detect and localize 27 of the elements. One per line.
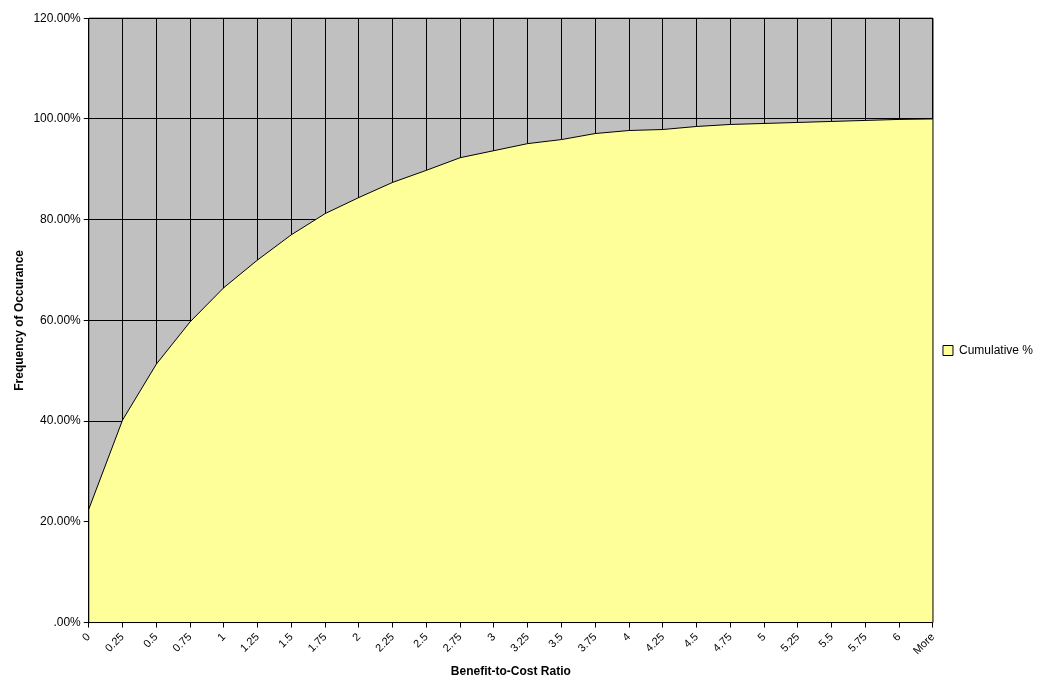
x-tick-label: 3.5 xyxy=(545,630,566,650)
x-tick-label: 1 xyxy=(214,630,228,644)
x-tick-label: 4 xyxy=(619,630,633,644)
x-tick-label: 0 xyxy=(79,630,93,644)
x-axis-title: Benefit-to-Cost Ratio xyxy=(450,664,571,679)
y-axis-title: Frequency of Occurance xyxy=(11,249,26,391)
x-tick-label: 2 xyxy=(349,630,363,644)
x-tick-label: 0.25 xyxy=(102,630,127,654)
x-tick-label: 4.5 xyxy=(680,630,701,650)
x-tick-label: 5 xyxy=(754,630,768,644)
y-tick-label: 120.00% xyxy=(33,10,82,25)
y-tick-label: 40.00% xyxy=(40,413,82,428)
x-tick-label: 5.5 xyxy=(815,630,836,650)
x-tick-label: 1.5 xyxy=(275,630,295,650)
x-tick-label: 6 xyxy=(889,630,903,644)
y-tick-label: 20.00% xyxy=(40,514,82,529)
y-tick-label: 100.00% xyxy=(33,111,82,126)
legend-label: Cumulative % xyxy=(958,342,1034,357)
x-tick-label: 4.25 xyxy=(642,630,667,654)
y-tick-label: .00% xyxy=(53,614,82,629)
x-tick-label: 4.75 xyxy=(710,630,734,654)
x-tick-label: 0.5 xyxy=(140,630,160,650)
y-tick-label: 80.00% xyxy=(40,211,82,226)
x-tick-label: 3 xyxy=(484,630,498,644)
x-tick-label: 2.5 xyxy=(410,630,431,650)
y-tick-label: 60.00% xyxy=(40,312,82,327)
x-tick-label: 0.75 xyxy=(170,630,194,654)
